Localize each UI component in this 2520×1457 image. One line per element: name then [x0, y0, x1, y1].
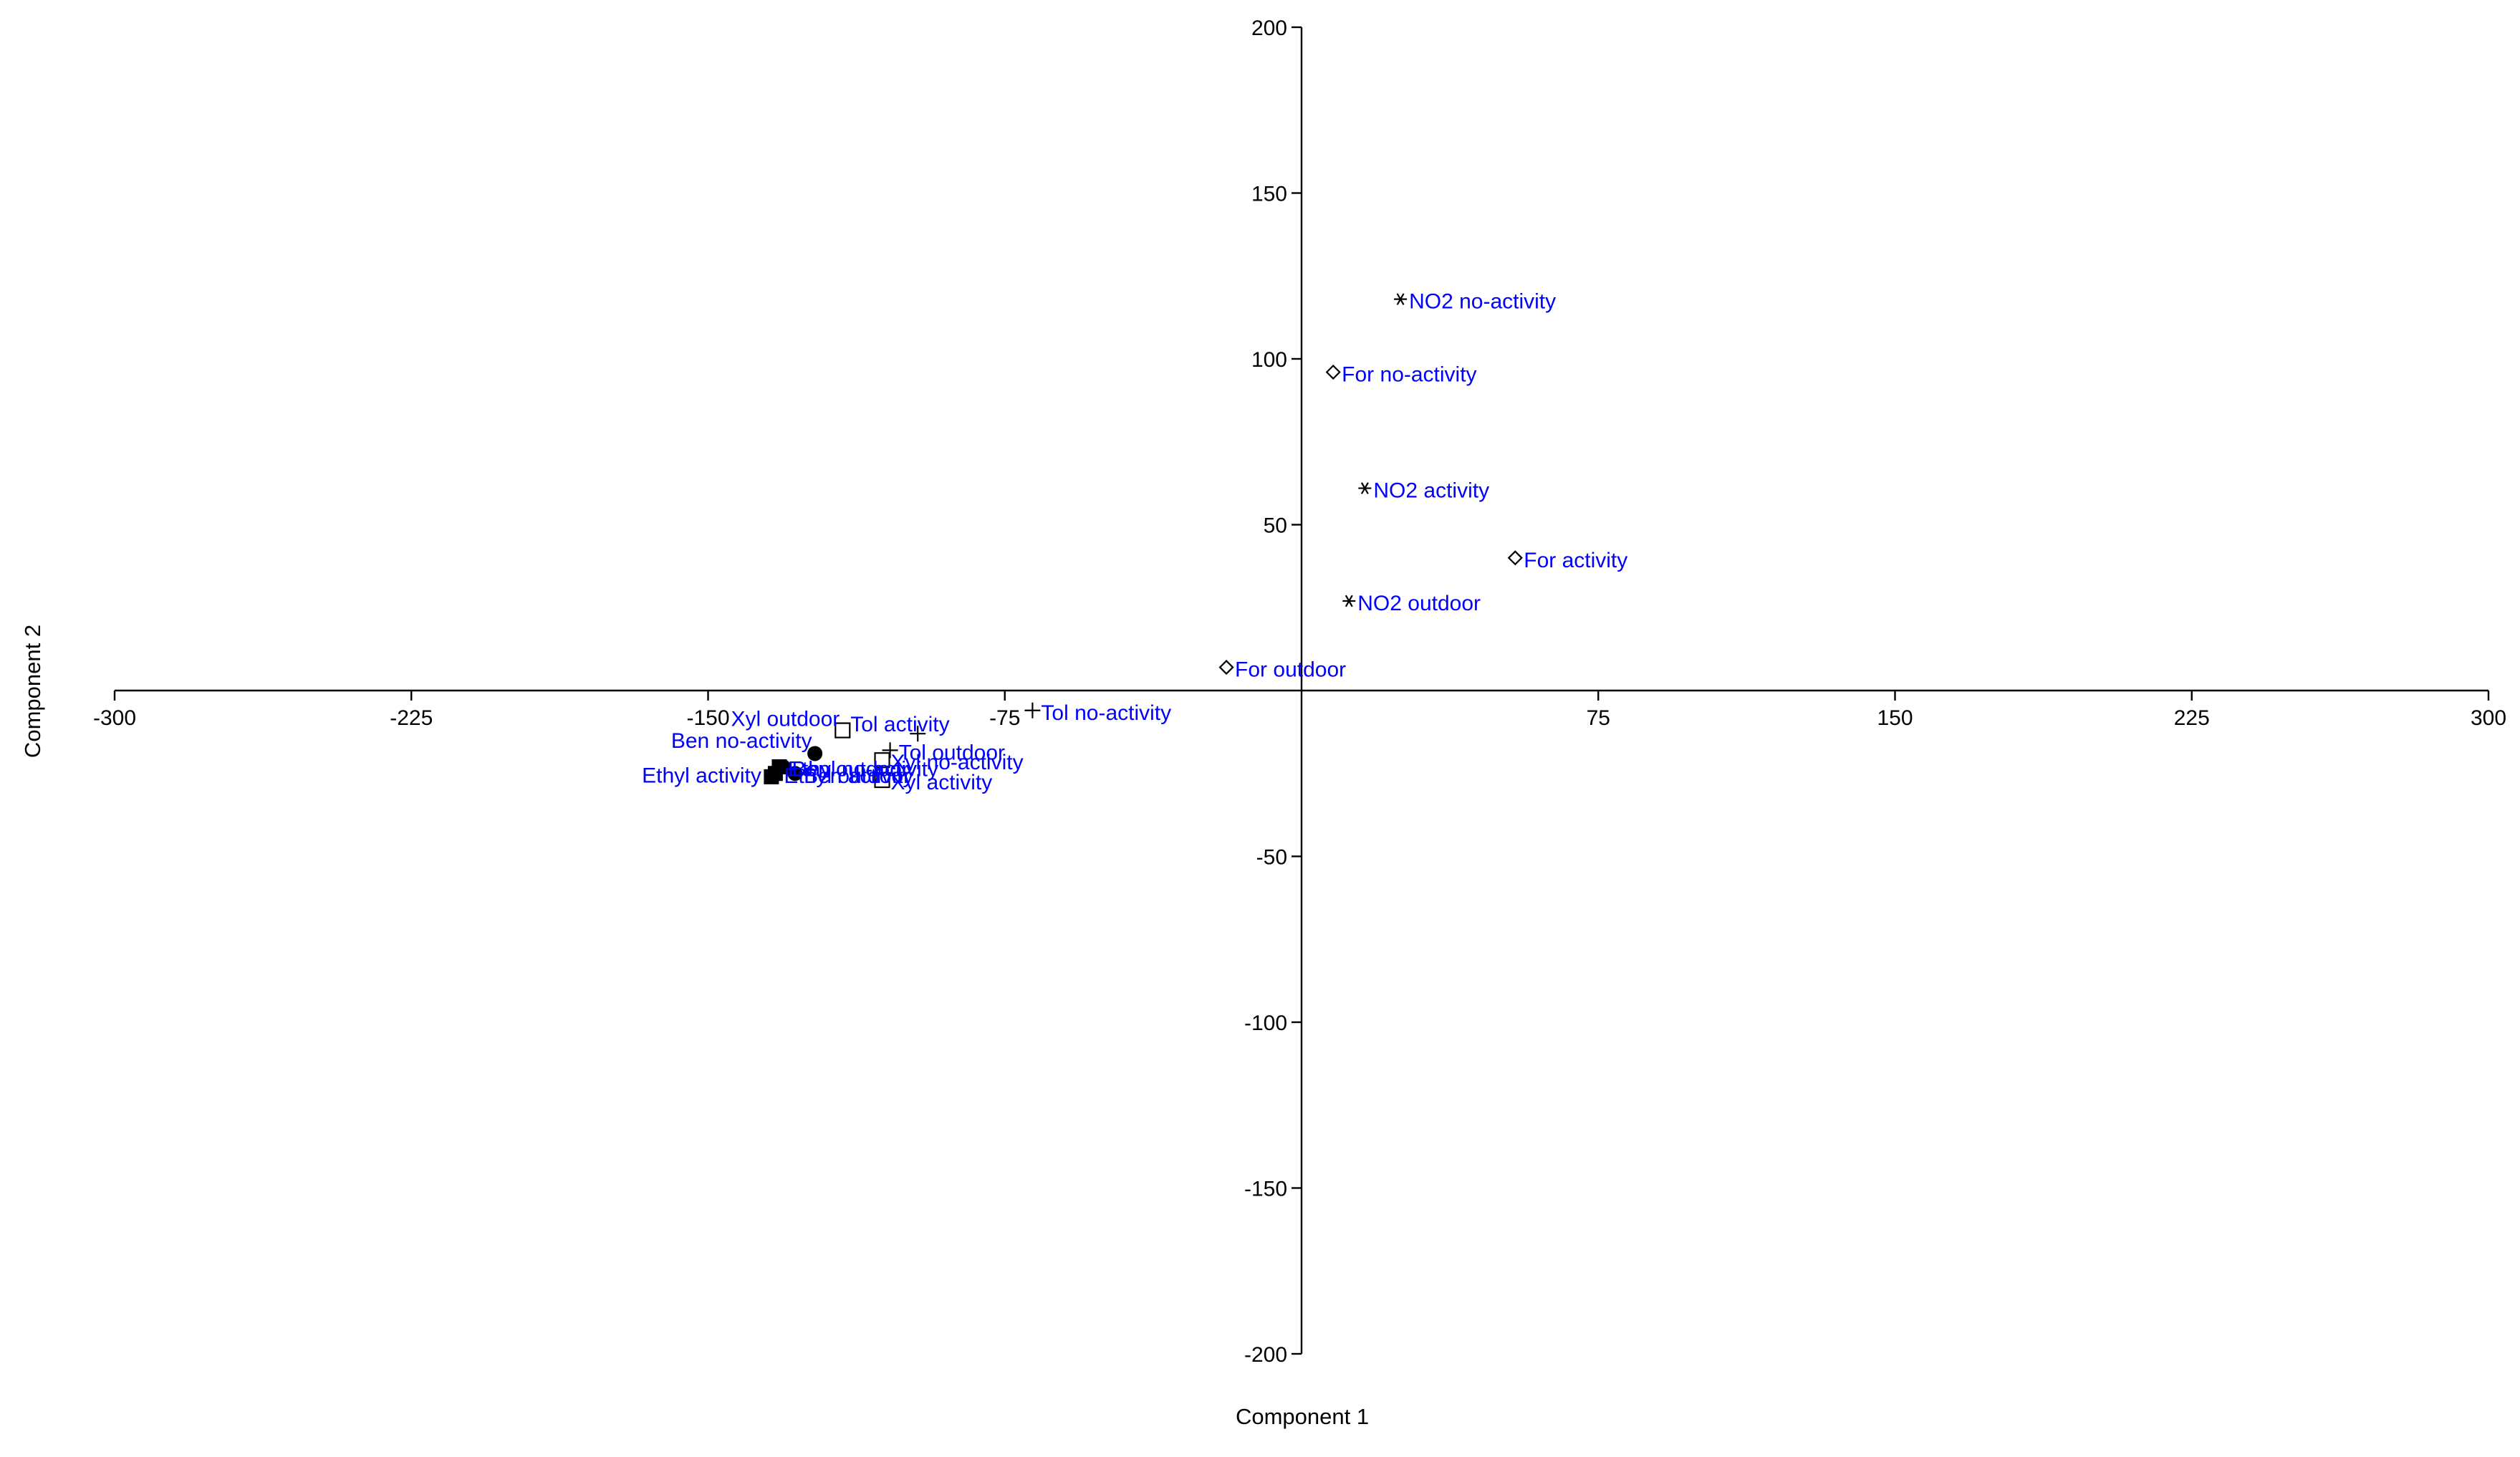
point-label: Xyl no-activity [891, 751, 1024, 774]
y-tick-label: -200 [1244, 1343, 1287, 1367]
x-tick-label: 225 [2174, 706, 2210, 730]
asterisk-point [1342, 595, 1356, 607]
diamond-point [1325, 364, 1341, 380]
point-label: Ben activity [804, 764, 913, 788]
point-labels: NO2 no-activity NO2 activity NO2 outdoor Fo… [642, 290, 1627, 794]
point-label: Tol activity [850, 713, 949, 736]
point-label: Tol outdoor [899, 741, 1005, 764]
point-label: Tol no-activity [1041, 701, 1171, 725]
point-label: Xyl outdoor [731, 708, 840, 731]
y-axis-title: Component 2 [20, 625, 45, 758]
square-point [874, 771, 890, 789]
x-tick-label: -150 [686, 706, 729, 730]
point-label: NO2 activity [1373, 479, 1489, 503]
diamond-point [1507, 550, 1523, 566]
point-label: NO2 outdoor [1357, 592, 1481, 615]
plus-point [910, 726, 926, 742]
axes: -300 -225 -150 -75 75 150 225 300 200 150 100 50 -50… [93, 16, 2506, 1367]
x-tick-label: -225 [390, 706, 433, 730]
point-label: Ethyl activity [642, 764, 761, 787]
x-tick-label: -300 [93, 706, 136, 730]
point-label: For no-activity [1342, 363, 1476, 387]
point-label: Ethyl outdoor [784, 764, 910, 788]
x-tick-label: -75 [989, 706, 1020, 730]
y-tick-label: 200 [1251, 16, 1287, 40]
x-tick-label: 300 [2471, 706, 2506, 730]
asterisk-point [1358, 482, 1372, 494]
point-label: Ben outdoor [792, 757, 908, 781]
point-label: Xyl activity [891, 771, 993, 794]
y-tick-label: 150 [1251, 183, 1287, 206]
square-point [835, 722, 851, 739]
plus-point [1024, 702, 1041, 718]
point-label: Ethyl no-activity [788, 757, 938, 781]
point-label: For outdoor [1235, 658, 1346, 682]
x-axis-title: Component 1 [1236, 1404, 1369, 1429]
y-tick-label: -150 [1244, 1178, 1287, 1201]
x-tick-label: 75 [1587, 706, 1610, 730]
square-point [874, 752, 890, 769]
x-tick-label: 150 [1877, 706, 1913, 730]
filled-square-point [767, 766, 783, 782]
y-tick-label: 50 [1264, 514, 1287, 538]
circle-point [807, 746, 823, 761]
asterisk-point [1394, 293, 1408, 306]
circle-point [787, 766, 803, 782]
point-label: Ben no-activity [671, 729, 812, 753]
data-points [764, 293, 1523, 789]
point-label: For activity [1524, 549, 1627, 572]
y-tick-label: -50 [1256, 846, 1287, 870]
y-tick-label: -100 [1244, 1011, 1287, 1035]
y-tick-label: 100 [1251, 348, 1287, 372]
diamond-point [1218, 660, 1234, 675]
point-label: NO2 no-activity [1409, 290, 1556, 314]
